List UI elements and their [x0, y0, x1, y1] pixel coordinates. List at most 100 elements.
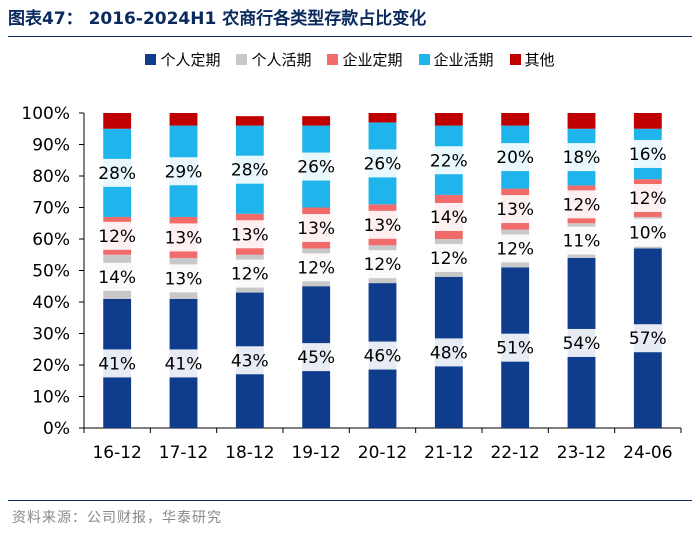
- data-label-background: [491, 333, 540, 362]
- data-label: 16%: [629, 145, 667, 165]
- data-label-background: [225, 220, 274, 249]
- data-label: 12%: [98, 227, 136, 247]
- y-tick-label: 0%: [43, 419, 70, 439]
- data-label: 11%: [563, 232, 601, 252]
- legend-item: 其他: [509, 49, 555, 70]
- data-label: 14%: [430, 208, 468, 228]
- data-label: 48%: [430, 343, 468, 363]
- data-label: 13%: [297, 219, 335, 239]
- data-label: 18%: [563, 148, 601, 168]
- bar-segment: [103, 113, 132, 129]
- bar-segment: [633, 113, 662, 129]
- legend-swatch: [418, 54, 430, 65]
- x-axis: 16-12 17-12 18-12 19-12 20-12 21-12 22-12 23-12…: [83, 427, 682, 463]
- x-tick-label: 24-06: [623, 443, 672, 463]
- y-tick-label: 10%: [32, 388, 70, 408]
- data-label-background: [159, 349, 208, 378]
- data-label-background: [491, 234, 540, 263]
- data-label-background: [93, 262, 142, 291]
- data-label-background: [424, 202, 473, 231]
- y-tick-label: 20%: [32, 356, 70, 376]
- y-tick-label: 80%: [32, 167, 70, 187]
- data-label: 28%: [98, 164, 136, 184]
- data-label-background: [557, 190, 606, 219]
- data-label-background: [491, 143, 540, 172]
- data-label-background: [557, 143, 606, 172]
- data-label: 57%: [629, 329, 667, 349]
- data-label: 43%: [231, 351, 269, 371]
- bar-segment: [501, 113, 530, 126]
- data-label: 26%: [297, 158, 335, 178]
- legend-swatch: [327, 54, 339, 65]
- data-label-background: [424, 338, 473, 367]
- data-label: 12%: [231, 265, 269, 285]
- chart-title: 图表47： 2016-2024H1 农商行各类型存款占比变化: [8, 9, 427, 29]
- source-note: 资料来源：公司财报，华泰研究: [12, 510, 222, 526]
- data-label-background: [225, 259, 274, 288]
- chart-legend: 个人定期 个人活期 企业定期 企业活期 其他: [0, 49, 700, 70]
- bar-segment: [434, 113, 463, 126]
- x-tick-label: 18-12: [225, 443, 274, 463]
- y-tick-label: 90%: [32, 136, 70, 156]
- x-tick-label: 16-12: [92, 443, 141, 463]
- legend-label: 个人定期: [160, 51, 221, 69]
- legend-swatch: [509, 54, 521, 65]
- data-label-background: [424, 146, 473, 175]
- data-label-background: [93, 349, 142, 378]
- data-label: 22%: [430, 151, 468, 171]
- data-label-background: [292, 152, 341, 181]
- data-label: 13%: [165, 269, 203, 289]
- legend-item: 企业活期: [418, 49, 494, 70]
- data-label: 13%: [231, 225, 269, 245]
- y-tick-label: 40%: [32, 293, 70, 313]
- source-divider: [8, 500, 692, 501]
- data-label-background: [292, 343, 341, 372]
- data-label: 28%: [231, 161, 269, 181]
- data-label: 26%: [364, 154, 402, 174]
- data-label: 13%: [364, 216, 402, 236]
- data-label: 45%: [297, 348, 335, 368]
- data-label: 13%: [165, 228, 203, 248]
- data-label-background: [225, 155, 274, 184]
- legend-item: 个人定期: [145, 49, 220, 70]
- bar-segment: [235, 116, 264, 126]
- data-label: 12%: [496, 239, 534, 259]
- bar-segment: [169, 113, 198, 126]
- data-labels: 41% 14% 12% 28% 41% 13% 13% 29% 43% 12% 13% 28% 45% 1…: [93, 139, 672, 378]
- bar-segment: [567, 113, 596, 129]
- data-label-background: [358, 341, 407, 370]
- data-label: 54%: [563, 334, 601, 354]
- bar-segment: [302, 116, 331, 126]
- y-tick-label: 60%: [32, 230, 70, 250]
- x-tick-label: 17-12: [159, 443, 208, 463]
- data-label: 10%: [629, 224, 667, 244]
- data-label-background: [623, 184, 672, 213]
- data-label-background: [358, 210, 407, 239]
- legend-label: 企业活期: [433, 51, 494, 69]
- data-label: 41%: [165, 354, 203, 374]
- legend-swatch: [145, 54, 157, 65]
- data-label-background: [159, 157, 208, 186]
- data-label: 46%: [364, 347, 402, 367]
- data-label-background: [225, 346, 274, 375]
- data-label: 51%: [496, 339, 534, 359]
- data-label-background: [424, 243, 473, 272]
- y-axis: 0% 10% 20% 30% 40% 50% 60% 70% 80% 90% 100%: [21, 104, 85, 439]
- data-label-background: [623, 139, 672, 168]
- legend-label: 其他: [524, 51, 555, 69]
- x-tick-label: 23-12: [557, 443, 606, 463]
- legend-label: 企业定期: [342, 51, 403, 69]
- x-tick-label: 22-12: [490, 443, 539, 463]
- data-label-background: [159, 223, 208, 252]
- y-tick-label: 70%: [32, 199, 70, 219]
- data-label-background: [358, 149, 407, 178]
- stacked-bar-chart: 0%10%20%30%40%50%60%70%80%90%100% 16-12 1…: [21, 104, 682, 463]
- x-tick-label: 21-12: [424, 443, 473, 463]
- data-label: 12%: [364, 255, 402, 275]
- data-label-background: [623, 324, 672, 353]
- data-label-background: [292, 213, 341, 242]
- data-label: 41%: [98, 354, 136, 374]
- data-label-background: [358, 250, 407, 279]
- data-label-background: [93, 221, 142, 250]
- legend-label: 个人活期: [251, 51, 312, 69]
